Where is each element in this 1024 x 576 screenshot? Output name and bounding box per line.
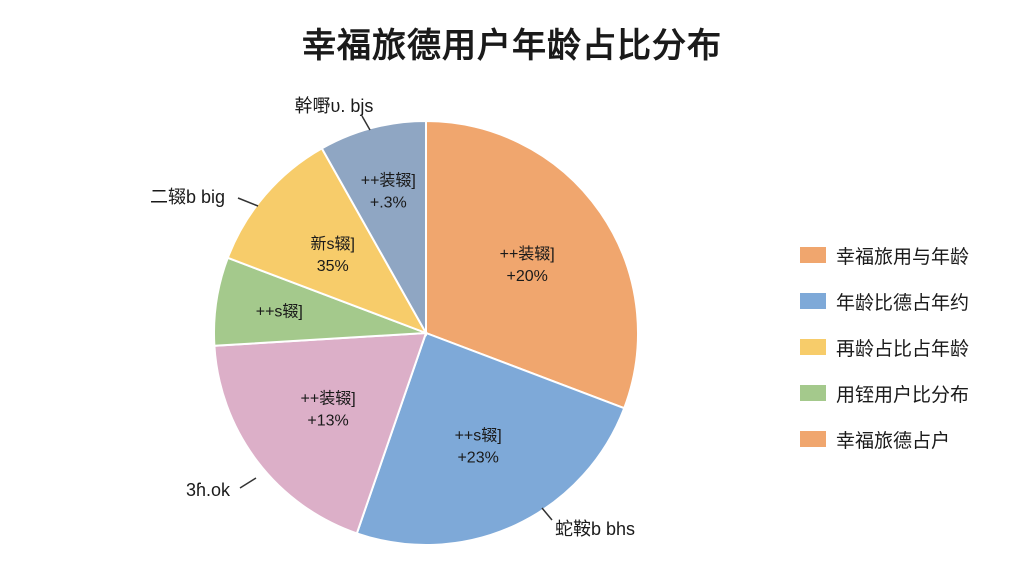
slice-value-label: +.3%: [370, 194, 407, 211]
slice-label: ++s辍]: [256, 303, 303, 321]
legend-label: 幸福旅德占户: [836, 430, 951, 452]
legend-swatch: [800, 431, 826, 447]
legend-swatch: [800, 247, 826, 263]
legend-label: 幸福旅用与年龄: [836, 246, 970, 268]
slice-label: ++装辍]: [500, 245, 555, 263]
slice-value-label: +20%: [507, 268, 548, 285]
legend-label: 年龄比德占年约: [836, 292, 970, 314]
slice-label: ++装辍]: [301, 389, 356, 407]
leader-line: [361, 115, 371, 131]
legend-item: 年龄比德占年约: [800, 278, 969, 324]
pie-slice: [213, 331, 428, 535]
legend-item: 幸福旅德占户: [800, 416, 969, 462]
legend-item: 再龄占比占年龄: [800, 324, 969, 370]
slice-value-label: +13%: [307, 412, 348, 429]
slice-value-label: 35%: [317, 258, 349, 275]
pie-slice: [226, 146, 429, 335]
legend-label: 用铚用户比分布: [836, 384, 970, 406]
outer-label: 3ɦ.ok: [186, 480, 231, 500]
slice-value-label: +23%: [457, 449, 498, 466]
chart-title: 幸福旅德用户年龄占比分布: [302, 27, 722, 65]
pie-slice: [320, 119, 427, 337]
outer-label: 二辍b big: [150, 187, 225, 207]
legend-item: 用铚用户比分布: [800, 370, 969, 416]
legend-swatch: [800, 385, 826, 401]
legend-item: 幸福旅用与年龄: [800, 232, 969, 278]
slice-label: 新s辍]: [311, 235, 355, 253]
legend-label: 再龄占比占年龄: [836, 338, 970, 360]
leader-line: [239, 477, 257, 489]
leader-line: [237, 197, 259, 207]
pie-slice: [425, 119, 639, 410]
slice-label: ++装辍]: [361, 171, 416, 189]
pie-slice: [355, 331, 626, 546]
legend-swatch: [800, 293, 826, 309]
legend: 幸福旅用与年龄 年龄比德占年约 再龄占比占年龄 用铚用户比分布 幸福旅德占户: [800, 232, 969, 462]
slice-label: ++s辍]: [455, 426, 502, 444]
legend-swatch: [800, 339, 826, 355]
outer-label: 幹嘢υ. bjs: [295, 96, 374, 116]
outer-label: 蛇鞍b bhs: [555, 519, 635, 539]
leader-line: [541, 507, 553, 521]
